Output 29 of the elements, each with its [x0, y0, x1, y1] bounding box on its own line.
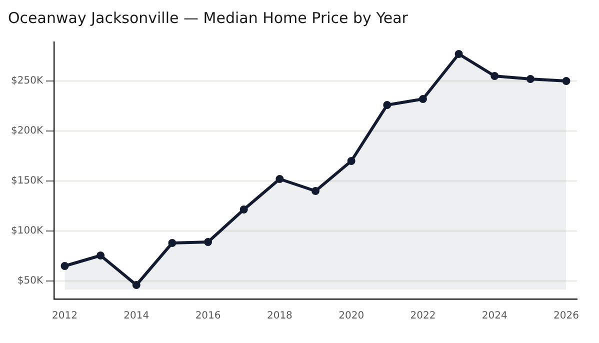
y-tick-label: $50K: [17, 276, 44, 287]
point: [60, 262, 69, 270]
point: [383, 101, 392, 109]
point: [276, 175, 284, 183]
y-tick-label: $200K: [10, 126, 44, 137]
x-tick-label: 2026: [554, 310, 579, 322]
point: [490, 72, 499, 80]
point: [312, 187, 320, 195]
chart-title: Oceanway Jacksonville — Median Home Price by Year: [8, 8, 409, 27]
point: [204, 238, 212, 246]
x-tick-label: 2020: [338, 310, 364, 322]
point: [526, 75, 534, 83]
x-tick-label: 2016: [195, 310, 221, 322]
y-tick-label: $250K: [10, 76, 44, 87]
point: [562, 77, 570, 85]
x-tick-label: 2014: [124, 310, 150, 322]
x-tick-label: 2012: [52, 310, 78, 322]
point: [347, 157, 356, 165]
point: [454, 50, 463, 58]
x-tick-label: 2024: [482, 310, 508, 322]
point: [168, 239, 176, 247]
x-tick-label: 2022: [410, 310, 436, 322]
point: [96, 252, 105, 260]
x-tick-label: 2018: [266, 310, 292, 322]
y-tick-label: $100K: [10, 226, 44, 237]
point: [418, 95, 427, 103]
point: [240, 206, 248, 214]
y-tick-label: $150K: [10, 176, 44, 187]
point: [132, 281, 140, 289]
